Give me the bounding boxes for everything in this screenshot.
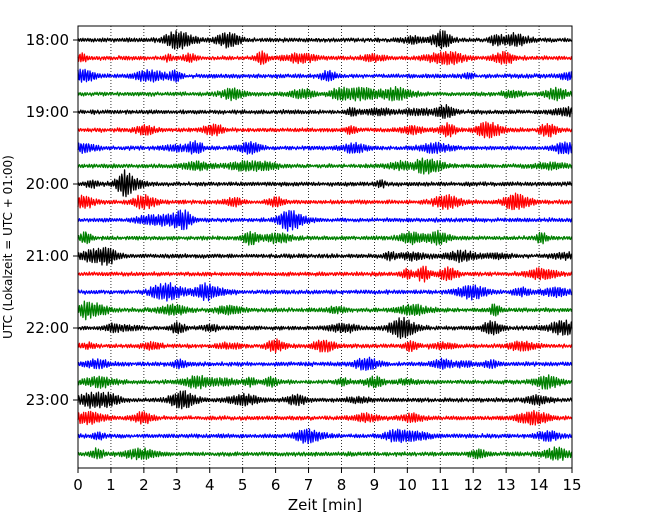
- seismic-trace: [77, 140, 573, 155]
- seismic-trace: [77, 265, 573, 283]
- seismic-trace: [77, 169, 573, 198]
- seismic-trace: [77, 390, 573, 410]
- y-axis-label: UTC (Lokalzeit = UTC + 01:00): [1, 155, 15, 339]
- seismic-trace: [77, 409, 573, 426]
- seismic-trace: [77, 104, 573, 119]
- y-axis-ticks: 18:00 19:00 20:00 21:00 22:00 23:00: [26, 31, 78, 409]
- x-tick-label: 9: [370, 476, 380, 494]
- x-axis-label: Zeit [min]: [288, 496, 362, 514]
- seismic-trace: [77, 300, 573, 321]
- y-tick-label: 20:00: [26, 175, 69, 193]
- seismic-trace: [77, 374, 573, 390]
- x-tick-label: 13: [497, 476, 516, 494]
- y-tick-label: 18:00: [26, 31, 69, 49]
- seismic-trace: [77, 229, 573, 246]
- seismic-trace: [77, 428, 573, 445]
- x-tick-label: 11: [431, 476, 450, 494]
- x-axis-ticks: 0 1 2 3 4 5 6 7 8 9 10 11 12 13 14 15: [73, 468, 582, 494]
- y-tick-label: 21:00: [26, 247, 69, 265]
- seismic-trace: [77, 50, 573, 66]
- seismic-trace: [77, 121, 573, 139]
- x-tick-label: 12: [464, 476, 483, 494]
- seismic-trace: [77, 209, 573, 232]
- seismic-trace: [77, 246, 573, 266]
- x-tick-label: 3: [172, 476, 182, 494]
- seismic-trace: [77, 30, 573, 50]
- plot-frame: [77, 25, 573, 469]
- y-tick-label: 23:00: [26, 391, 69, 409]
- seismic-trace: [77, 68, 573, 83]
- seismic-trace: [77, 86, 573, 102]
- x-tick-label: 10: [398, 476, 417, 494]
- seismic-trace: [77, 192, 573, 211]
- y-tick-label: 19:00: [26, 103, 69, 121]
- x-tick-label: 6: [271, 476, 281, 494]
- seismic-trace: [77, 316, 573, 340]
- seismic-trace: [77, 157, 573, 175]
- x-tick-label: 7: [304, 476, 314, 494]
- x-tick-label: 15: [562, 476, 581, 494]
- seismic-trace: [77, 338, 573, 354]
- seismic-trace: [77, 282, 573, 302]
- seismic-trace: [77, 446, 573, 461]
- seismic-trace: [77, 356, 573, 371]
- x-tick-label: 14: [530, 476, 549, 494]
- x-tick-label: 4: [205, 476, 215, 494]
- x-tick-label: 2: [139, 476, 149, 494]
- x-tick-label: 0: [73, 476, 83, 494]
- seismic-traces: [77, 30, 573, 461]
- x-tick-label: 1: [106, 476, 116, 494]
- y-tick-label: 22:00: [26, 319, 69, 337]
- x-tick-label: 8: [337, 476, 347, 494]
- x-tick-label: 5: [238, 476, 248, 494]
